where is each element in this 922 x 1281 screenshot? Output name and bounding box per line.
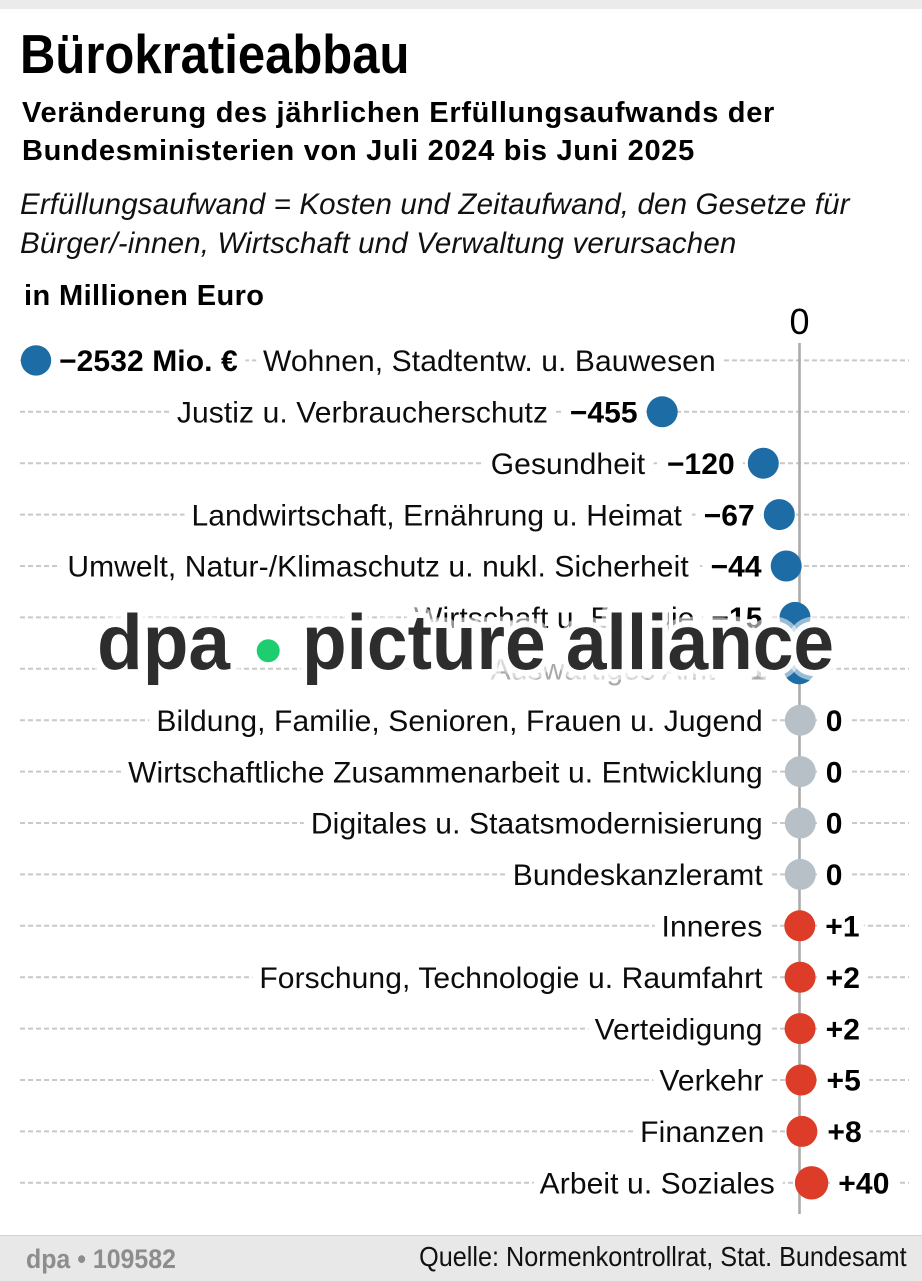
svg-text:dpa: dpa bbox=[97, 598, 231, 686]
svg-text:dpa: dpa bbox=[97, 598, 231, 686]
svg-text:Verteidigung: Verteidigung bbox=[595, 1013, 763, 1046]
svg-text:picture alliance: picture alliance bbox=[302, 598, 834, 686]
svg-text:picture alliance: picture alliance bbox=[302, 598, 834, 686]
svg-text:Auswärtiges Amt: Auswärtiges Amt bbox=[491, 654, 716, 687]
